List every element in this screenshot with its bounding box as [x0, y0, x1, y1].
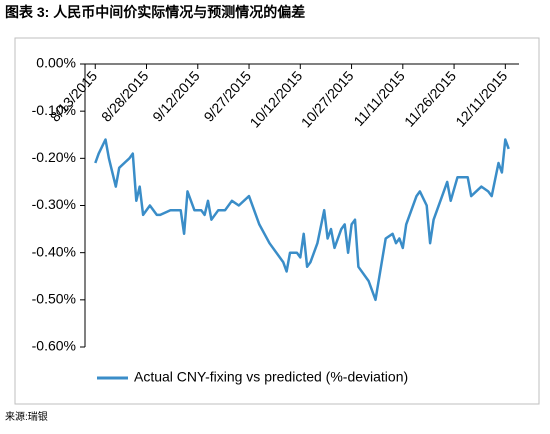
x-tick-label: 10/12/2015 — [246, 68, 305, 131]
x-tick-label: 11/11/2015 — [350, 68, 408, 129]
x-tick-label: 11/26/2015 — [401, 68, 459, 130]
y-tick-label: -0.20% — [32, 149, 76, 165]
chart-title: 图表 3: 人民币中间价实际情况与预测情况的偏差 — [5, 4, 305, 20]
x-tick-label: 9/27/2015 — [200, 68, 254, 125]
x-tick-label: 10/27/2015 — [298, 68, 357, 131]
legend-label: Actual CNY-fixing vs predicted (%-deviat… — [134, 369, 408, 385]
x-tick-label: 12/11/2015 — [452, 68, 510, 130]
data-line — [94, 138, 510, 302]
source: 来源:瑞银 — [5, 410, 48, 423]
y-tick-label: -0.40% — [32, 243, 76, 259]
y-tick-label: -0.60% — [32, 338, 76, 354]
chart-frame — [14, 37, 540, 405]
y-tick-label: -0.10% — [32, 102, 76, 118]
x-tick-label: 8/28/2015 — [98, 68, 152, 125]
y-tick-label: -0.50% — [32, 291, 76, 307]
x-tick-label: 9/12/2015 — [149, 68, 203, 125]
y-tick-label: 0.00% — [36, 55, 76, 71]
y-tick-label: -0.30% — [32, 196, 76, 212]
